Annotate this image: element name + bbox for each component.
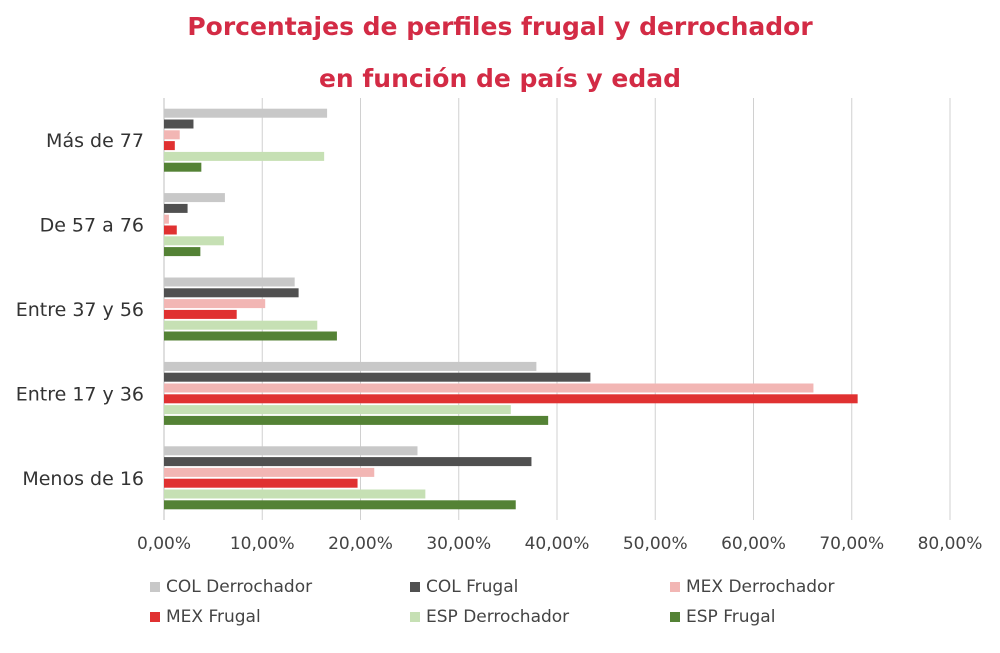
x-axis-ticks: 0,00% 10,00% 20,00% 30,00% 40,00% 50,00% 60,00…	[137, 534, 982, 554]
bar	[164, 361, 537, 371]
bar	[164, 320, 318, 330]
bar	[164, 415, 549, 425]
bars	[164, 108, 858, 510]
bar	[164, 141, 175, 151]
legend-label: MEX Frugal	[166, 607, 261, 627]
bar	[164, 277, 295, 287]
legend-swatch	[150, 582, 160, 592]
bar	[164, 162, 202, 172]
bar	[164, 478, 358, 488]
legend: COL Derrochador COL Frugal MEX Derrochador…	[0, 575, 1000, 635]
bar	[164, 288, 299, 298]
bar	[164, 457, 532, 467]
x-tick-label: 0,00%	[137, 534, 191, 554]
x-tick-label: 30,00%	[426, 534, 491, 554]
legend-item: MEX Derrochador	[670, 577, 834, 597]
legend-label: COL Frugal	[426, 577, 519, 597]
category-label: Entre 17 y 36	[16, 383, 144, 405]
gridlines	[163, 98, 951, 520]
legend-swatch	[670, 582, 680, 592]
x-tick-label: 70,00%	[819, 534, 884, 554]
bar	[164, 236, 224, 246]
bar	[164, 383, 814, 393]
bar	[164, 203, 188, 213]
legend-label: ESP Frugal	[686, 607, 776, 627]
legend-swatch	[410, 582, 420, 592]
category-label: Entre 37 y 56	[16, 299, 144, 321]
bar	[164, 331, 337, 341]
bar	[164, 500, 516, 510]
legend-item: COL Frugal	[410, 577, 518, 597]
legend-label: COL Derrochador	[166, 577, 313, 597]
bar	[164, 247, 201, 257]
legend-label: ESP Derrochador	[426, 607, 570, 627]
bar	[164, 119, 194, 129]
x-tick-label: 20,00%	[328, 534, 393, 554]
legend-item: COL Derrochador	[150, 577, 312, 597]
category-label: De 57 a 76	[40, 215, 144, 237]
bar	[164, 130, 180, 140]
x-tick-label: 10,00%	[230, 534, 295, 554]
bar	[164, 193, 225, 203]
bar	[164, 372, 591, 382]
category-label: Más de 77	[46, 130, 144, 152]
bar	[164, 309, 237, 319]
bar	[164, 214, 169, 224]
bar	[164, 151, 325, 161]
legend-item: ESP Derrochador	[410, 607, 569, 627]
bar	[164, 467, 375, 477]
y-axis-categories: Más de 77 De 57 a 76 Entre 37 y 56 Entre 17…	[16, 130, 144, 490]
legend-item: ESP Frugal	[670, 607, 775, 627]
legend-item: MEX Frugal	[150, 607, 261, 627]
bar	[164, 405, 511, 415]
chart-title: Porcentajes de perfiles frugal y derroch…	[187, 12, 813, 41]
bar	[164, 394, 858, 404]
legend-swatch	[670, 612, 680, 622]
bar	[164, 108, 328, 118]
bar	[164, 225, 177, 235]
bar	[164, 489, 426, 499]
x-tick-label: 80,00%	[918, 534, 983, 554]
x-tick-label: 50,00%	[623, 534, 688, 554]
bar	[164, 299, 266, 309]
chart-subtitle: en función de país y edad	[318, 64, 682, 93]
x-tick-label: 60,00%	[721, 534, 786, 554]
category-label: Menos de 16	[22, 468, 144, 490]
legend-label: MEX Derrochador	[686, 577, 835, 597]
legend-swatch	[410, 612, 420, 622]
bar	[164, 446, 418, 456]
x-tick-label: 40,00%	[525, 534, 590, 554]
legend-swatch	[150, 612, 160, 622]
